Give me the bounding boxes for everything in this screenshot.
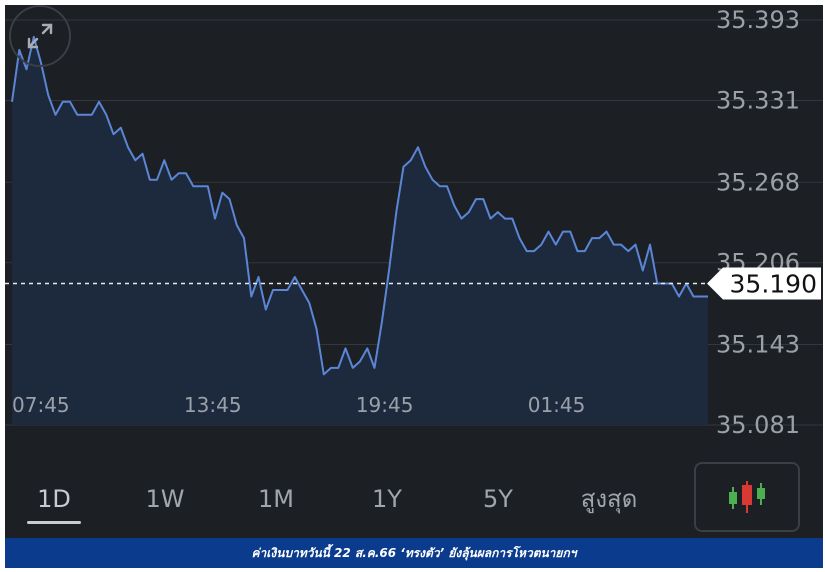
range-max[interactable]: สูงสุด [580,485,638,513]
range-1w[interactable]: 1W [145,485,185,513]
x-tick-label: 19:45 [356,393,414,417]
expand-arrows-icon [27,23,53,49]
y-tick-label: 35.143 [716,331,800,359]
candlestick-icon [729,481,765,513]
current-price-tag-bg [707,267,821,300]
y-tick-label: 35.331 [716,86,800,114]
price-line [11,35,708,376]
y-tick-label: 35.393 [716,6,800,34]
range-1y[interactable]: 1Y [372,485,402,513]
caption-text: ค่าเงินบาทวันนี้ 22 ส.ค.66 ‘ทรงตัว’ ยังล… [251,545,577,560]
x-tick-label: 07:45 [12,393,70,417]
y-tick-label: 35.081 [716,411,800,439]
range-1d[interactable]: 1D [37,485,71,513]
y-tick-label: 35.268 [716,168,800,196]
active-range-indicator [27,521,81,524]
x-axis-labels: 07:45 13:45 19:45 01:45 [12,393,585,417]
current-price-value: 35.190 [730,270,817,299]
x-tick-label: 01:45 [528,393,586,417]
range-5y[interactable]: 5Y [483,485,513,513]
x-tick-label: 13:45 [184,393,242,417]
expand-button[interactable] [9,5,71,67]
caption-bar: ค่าเงินบาทวันนี้ 22 ส.ค.66 ‘ทรงตัว’ ยังล… [5,538,823,568]
range-1m[interactable]: 1M [258,485,294,513]
range-selector: 1D 1W 1M 1Y 5Y สูงสุด [5,473,695,533]
current-price-tag: 35.190 [707,267,821,300]
chart-widget: 35.393 35.331 35.268 35.206 35.143 35.081 07:… [5,5,823,568]
price-area [12,36,708,426]
chart-type-button[interactable] [694,462,800,532]
